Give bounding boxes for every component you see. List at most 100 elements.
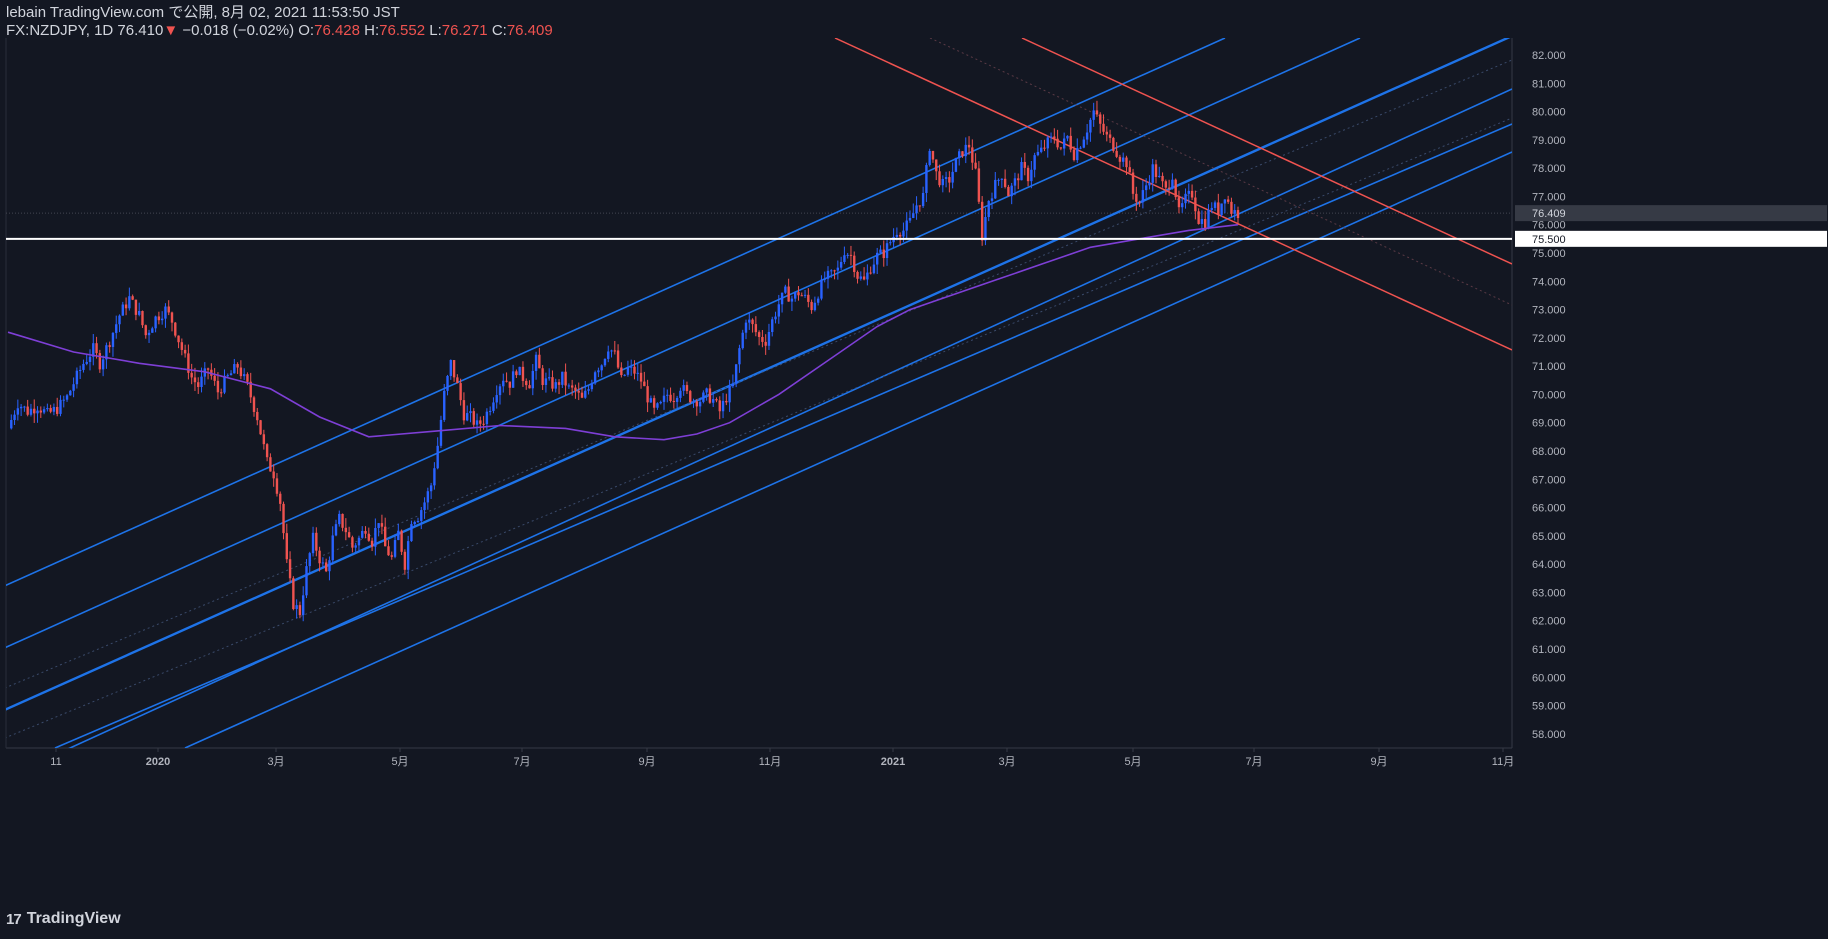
candle-up <box>1033 155 1036 170</box>
channel-line-6 <box>184 151 1512 748</box>
candle-up <box>905 220 908 231</box>
candle-down <box>528 385 531 389</box>
candle-down <box>1105 131 1108 135</box>
candle-down <box>1053 136 1056 139</box>
publisher-text: lebain TradingView.com で公開, 8月 02, 2021 … <box>6 4 400 21</box>
channel-line-5 <box>54 123 1512 748</box>
candle-up <box>492 402 495 411</box>
candle-up <box>23 406 26 408</box>
candle-up <box>679 390 682 398</box>
price-tick-label: 79.000 <box>1532 135 1566 147</box>
candle-up <box>767 331 771 346</box>
candle-down <box>206 368 210 370</box>
time-tick-label: 11月 <box>759 756 781 768</box>
candle-up <box>607 351 610 359</box>
candle-up <box>138 311 141 315</box>
candle-up <box>78 369 82 371</box>
candle-up <box>1036 151 1040 156</box>
candle-down <box>193 377 197 383</box>
candle-down <box>613 350 616 352</box>
candle-down <box>269 457 272 472</box>
candle-up <box>734 364 738 384</box>
time-tick-label: 11 <box>50 756 61 768</box>
candle-up <box>561 371 564 385</box>
candles <box>10 100 1240 622</box>
candle-down <box>1102 123 1105 132</box>
candle-down <box>262 434 266 445</box>
candle-up <box>1220 203 1223 215</box>
candle-up <box>72 384 75 391</box>
candle-up <box>416 520 420 522</box>
time-axis[interactable]: 11 2020 3月 5月 7月 9月 11月 2021 3月 5月 7月 9月 11月 <box>50 748 1514 768</box>
candle-down <box>364 530 367 534</box>
candle-down <box>180 342 184 350</box>
candle-down <box>1167 187 1171 189</box>
candle-up <box>105 345 108 360</box>
candle-up <box>331 535 334 561</box>
price-tick-label: 77.000 <box>1532 191 1566 203</box>
candle-up <box>19 406 23 409</box>
trend-channels[interactable] <box>0 36 1512 780</box>
candle-down <box>252 397 256 412</box>
symbol-label[interactable]: FX:NZDJPY, 1D <box>6 22 114 39</box>
candle-down <box>580 392 584 398</box>
candle-down <box>764 341 767 346</box>
candle-down <box>882 249 885 259</box>
candle-up <box>160 318 164 321</box>
candle-up <box>964 144 967 157</box>
candle-up <box>397 530 400 541</box>
candle-up <box>357 537 361 546</box>
high-value: 76.552 <box>379 22 426 39</box>
price-axis[interactable]: 58.000 59.000 60.000 61.000 62.000 63.000 64.0… <box>1515 50 1827 741</box>
candle-down <box>167 306 170 313</box>
candle-up <box>115 324 118 333</box>
candle-down <box>508 381 512 388</box>
candle-down <box>33 408 36 414</box>
candle-up <box>780 292 784 305</box>
candle-down <box>515 371 518 376</box>
candle-up <box>908 217 912 221</box>
time-tick-label: 5月 <box>1124 756 1141 768</box>
candle-up <box>1046 137 1049 149</box>
candle-up <box>748 319 751 323</box>
low-value: 76.271 <box>441 22 488 39</box>
candle-up <box>1062 138 1066 149</box>
tradingview-logo-icon: 17 <box>6 910 22 928</box>
candle-up <box>446 375 449 391</box>
candle-up <box>1092 110 1095 120</box>
candle-up <box>92 343 95 357</box>
candle-up <box>498 386 502 396</box>
plot-area[interactable] <box>6 38 1512 748</box>
candle-down <box>380 523 384 527</box>
candle-up <box>895 234 899 237</box>
candle-up <box>554 382 557 389</box>
candle-up <box>954 158 958 172</box>
moving-average <box>7 223 1239 441</box>
candle-down <box>931 150 935 160</box>
candle-up <box>984 217 987 241</box>
price-tick-label: 71.000 <box>1532 361 1566 373</box>
candle-up <box>593 372 597 384</box>
candle-down <box>570 385 574 388</box>
candle-up <box>1085 132 1089 140</box>
candle-up <box>121 304 124 316</box>
candle-down <box>216 380 220 393</box>
candle-up <box>1079 147 1082 149</box>
time-tick-label: 7月 <box>1245 756 1262 768</box>
candle-down <box>810 301 813 311</box>
candle-up <box>1151 164 1154 183</box>
candle-up <box>1076 148 1079 161</box>
candle-down <box>249 381 252 398</box>
candle-up <box>839 261 843 268</box>
candle-up <box>111 332 115 347</box>
channel-line-1 <box>6 38 1226 587</box>
candle-down <box>1118 156 1122 162</box>
candle-down <box>220 392 223 394</box>
candle-up <box>820 279 823 299</box>
candle-down <box>689 391 692 403</box>
candle-up <box>675 397 679 402</box>
candle-down <box>144 325 147 336</box>
candle-down <box>1230 201 1233 214</box>
candle-down <box>324 562 328 572</box>
